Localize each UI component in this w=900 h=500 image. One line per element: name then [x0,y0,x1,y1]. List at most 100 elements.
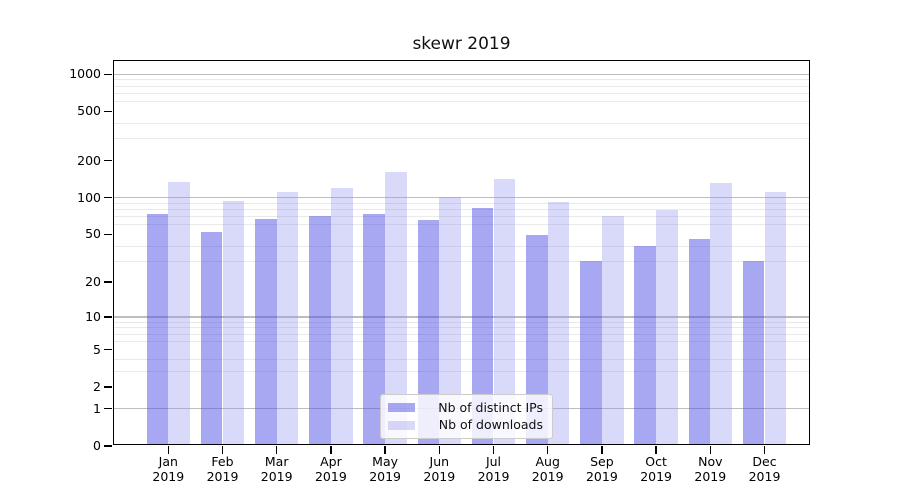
x-tick-label: Jun 2019 [423,454,456,484]
x-tick-label: Oct 2019 [640,454,672,484]
y-tick-mark [104,196,113,199]
x-tick-label: Aug 2019 [531,454,564,484]
y-tick-mark [104,386,113,388]
gridline-minor [114,92,809,94]
bar-distinct-ips [200,232,223,444]
legend: Nb of distinct IPs Nb of downloads [380,394,553,439]
x-tick-mark [547,445,549,454]
plot-area: 1000 500 200 100 50 20 10 5 2 1 0 Jan 2019 Feb 2019 Ma… [69,60,810,484]
chart-title: skewr 2019 [412,34,511,54]
y-tick-label: 5 [93,341,101,357]
bar-distinct-ips [417,220,440,444]
bar-distinct-ips [255,218,277,444]
legend-swatch-ips [388,403,415,413]
gridline-minor [114,333,809,335]
x-axis: Jan 2019 Feb 2019 Mar 2019 Apr 2019 May 2019 Jun 20… [114,61,809,484]
bar-downloads [330,188,353,444]
gridline-major [114,316,809,318]
y-tick-label: 50 [85,226,101,242]
y-tick-mark [104,110,113,113]
y-tick-label: 2 [93,378,101,394]
gridline-minor [114,358,809,360]
gridline-minor [114,370,809,372]
y-tick-mark [104,348,113,351]
gridline-minor [114,260,809,262]
bar-downloads [276,191,299,444]
y-axis: 1000 500 200 100 50 20 10 5 2 1 0 [69,61,809,451]
x-tick-label: Jan 2019 [152,454,185,484]
y-tick-mark [104,159,113,162]
x-tick-mark [492,445,495,454]
gridline-minor [114,85,809,87]
bar-downloads [439,196,461,444]
bars-layer [114,61,809,444]
x-tick-label: Jul 2019 [477,454,510,484]
y-tick-mark [104,316,113,318]
bar-downloads [656,210,678,444]
gridline-minor [114,340,809,342]
x-tick-mark [655,445,657,454]
bar-downloads [764,192,787,444]
bar-downloads [710,182,732,444]
y-tick-mark [104,408,113,410]
legend-label-ips: Nb of distinct IPs [438,399,543,415]
gridline-minor [114,216,809,218]
gridline-major [114,73,809,75]
gridline-minor [114,101,809,103]
y-tick-label: 20 [85,273,101,289]
y-tick-mark [104,233,113,236]
x-tick-mark [330,445,332,454]
bar-distinct-ips [580,261,602,444]
bar-downloads [222,200,245,444]
legend-row-downloads: Nb of downloads [388,417,543,432]
y-tick-label: 200 [77,152,101,168]
bar-distinct-ips [688,239,711,444]
x-tick-label: Nov 2019 [694,454,727,484]
bar-downloads [547,202,570,444]
y-tick-label: 10 [85,308,101,324]
bar-distinct-ips [363,213,386,444]
x-tick-mark [384,445,386,454]
x-tick-label: Dec 2019 [748,454,781,484]
y-tick-mark [104,281,113,283]
bar-distinct-ips [526,234,548,444]
y-tick-mark [104,445,113,447]
bar-downloads [493,178,516,444]
x-tick-label: May 2019 [369,454,401,484]
bar-distinct-ips [471,207,494,444]
gridline-minor [114,245,809,247]
legend-row-distinct-ips: Nb of distinct IPs [388,399,543,415]
x-tick-mark [167,445,169,454]
bar-distinct-ips [742,261,765,444]
legend-swatch-downloads [388,420,415,430]
gridline-minor [114,202,809,204]
legend-label-downloads: Nb of downloads [438,417,543,432]
gridline-minor [114,79,809,81]
x-tick-mark [438,445,440,454]
x-tick-mark [709,445,711,454]
bar-distinct-ips [146,213,169,444]
gridline-minor [114,327,809,329]
bar-downloads [385,172,407,444]
y-tick-label: 0 [93,437,101,453]
bar-downloads [168,181,190,444]
x-tick-mark [601,445,603,454]
x-tick-mark [763,445,766,454]
y-tick-label: 1 [93,400,101,416]
x-tick-mark [221,445,224,454]
x-tick-label: Sep 2019 [585,454,618,484]
y-tick-label: 1000 [69,65,101,81]
bar-distinct-ips [634,245,657,444]
gridline-major [114,196,809,199]
x-tick-mark [276,445,278,454]
x-tick-label: Mar 2019 [260,454,293,484]
bar-distinct-ips [309,216,331,444]
gridline-minor [114,138,809,140]
y-tick-mark [104,73,113,75]
gridline-minor [114,224,809,226]
y-tick-label: 100 [77,189,101,205]
y-tick-label: 500 [77,103,101,119]
bar-downloads [601,216,624,444]
gridline-minor [114,321,809,323]
